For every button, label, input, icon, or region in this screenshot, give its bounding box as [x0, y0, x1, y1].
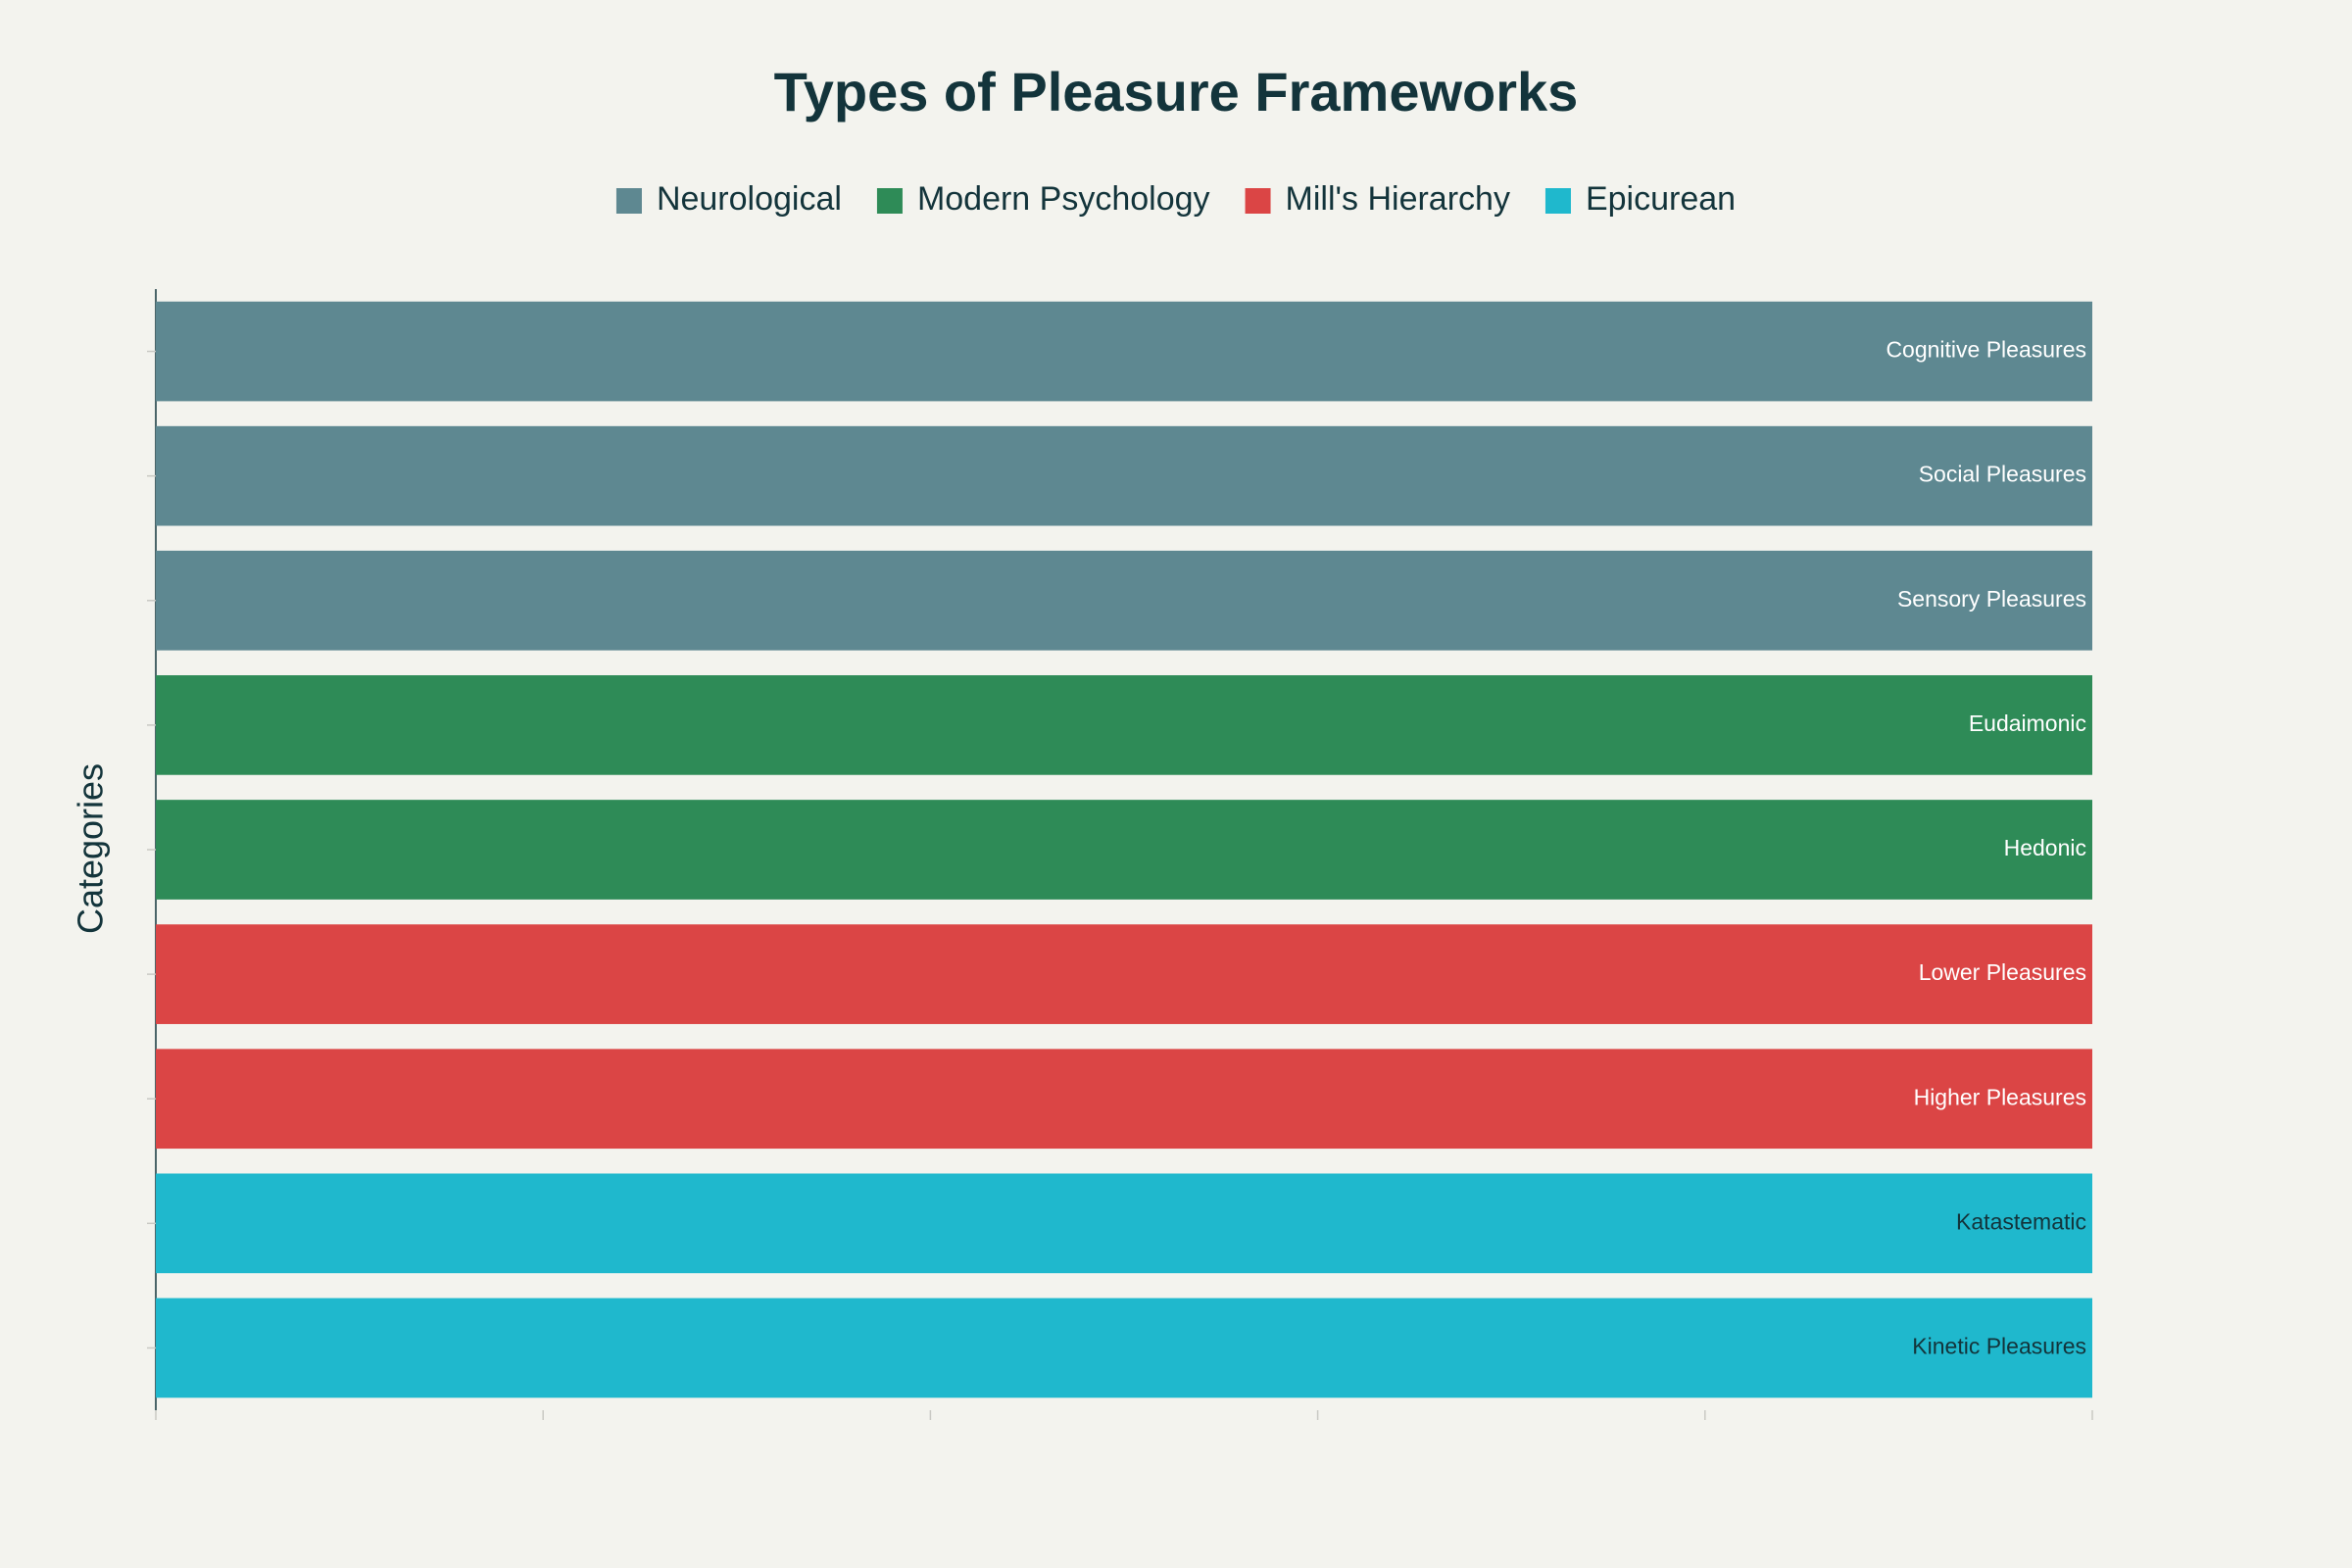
legend-label: Epicurean	[1586, 180, 1736, 218]
legend-label: Neurological	[657, 180, 842, 218]
bar	[156, 924, 2092, 1024]
bar	[156, 301, 2092, 402]
bar	[156, 550, 2092, 651]
legend-swatch	[615, 188, 642, 214]
bar-label: Hedonic	[2004, 835, 2086, 860]
y-axis-title: Categories	[71, 763, 111, 934]
bar-label: Eudaimonic	[1969, 710, 2086, 736]
bar-label: Social Pleasures	[1919, 462, 2086, 487]
legend-label: Mill's Hierarchy	[1286, 180, 1510, 218]
bar	[156, 1173, 2092, 1274]
bar-label: Cognitive Pleasures	[1886, 337, 2086, 363]
bar-label: Higher Pleasures	[1914, 1084, 2086, 1109]
bar	[156, 675, 2092, 775]
bar	[156, 800, 2092, 900]
bar-label: Lower Pleasures	[1919, 959, 2086, 985]
legend-label: Modern Psychology	[917, 180, 1210, 218]
bar	[156, 1049, 2092, 1150]
chart-title: Types of Pleasure Frameworks	[774, 61, 1579, 122]
bar	[156, 1298, 2092, 1398]
legend-swatch	[1544, 188, 1571, 214]
bar	[156, 425, 2092, 526]
legend-swatch	[1245, 188, 1271, 214]
bar-label: Kinetic Pleasures	[1912, 1334, 2086, 1359]
legend-swatch	[876, 188, 903, 214]
bar-label: Katastematic	[1956, 1208, 2086, 1234]
bar-label: Sensory Pleasures	[1897, 586, 2086, 612]
